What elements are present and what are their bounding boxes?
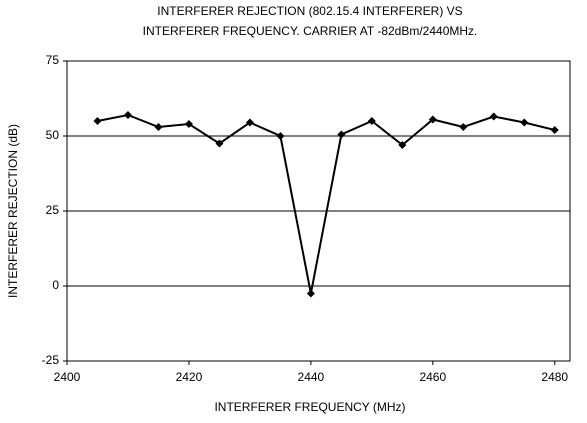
y-tick-label: -25 bbox=[42, 353, 60, 367]
y-axis-label: INTERFERER REJECTION (dB) bbox=[6, 124, 20, 298]
x-tick-label: 2480 bbox=[541, 370, 568, 384]
point-marker bbox=[154, 123, 163, 131]
point-marker bbox=[489, 112, 498, 121]
point-marker bbox=[245, 118, 254, 127]
point-marker bbox=[459, 123, 468, 131]
x-tick-label: 2460 bbox=[419, 370, 446, 384]
point-marker bbox=[337, 130, 346, 139]
chart-title: INTERFERER FREQUENCY. CARRIER AT -82dBm/… bbox=[143, 24, 478, 38]
point-marker bbox=[367, 117, 376, 125]
point-marker bbox=[215, 139, 224, 148]
x-tick-label: 2400 bbox=[54, 370, 81, 384]
point-marker bbox=[520, 118, 529, 127]
y-tick-label: 0 bbox=[52, 278, 59, 292]
x-tick-label: 2420 bbox=[176, 370, 203, 384]
point-marker bbox=[550, 126, 559, 134]
point-marker bbox=[398, 141, 407, 149]
series-line bbox=[97, 113, 555, 294]
y-tick-label: 50 bbox=[46, 128, 60, 142]
x-tick-label: 2440 bbox=[298, 370, 325, 384]
y-tick-label: 75 bbox=[46, 53, 60, 67]
point-marker bbox=[93, 117, 102, 125]
y-tick-label: 25 bbox=[46, 203, 60, 217]
chart-title: INTERFERER REJECTION (802.15.4 INTERFERE… bbox=[157, 4, 462, 18]
point-marker bbox=[428, 115, 437, 124]
point-marker bbox=[276, 132, 285, 140]
point-marker bbox=[123, 111, 132, 119]
x-axis-label: INTERFERER FREQUENCY (MHz) bbox=[214, 400, 405, 414]
point-marker bbox=[184, 120, 193, 128]
point-marker bbox=[306, 289, 315, 298]
